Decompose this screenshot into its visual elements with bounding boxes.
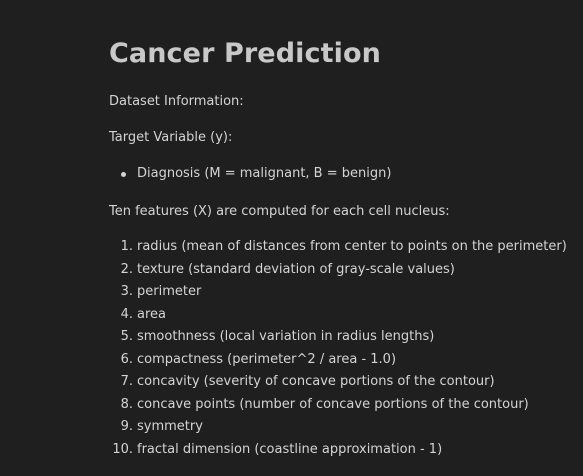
dataset-info-heading: Dataset Information: — [109, 94, 244, 109]
list-item: 5. smoothness (local variation in radius… — [109, 329, 567, 352]
feature-text: fractal dimension (coastline approximati… — [137, 441, 443, 457]
feature-text: compactness (perimeter^2 / area - 1.0) — [137, 351, 397, 367]
list-number: 6. — [120, 351, 133, 367]
target-variable-heading: Target Variable (y): — [109, 130, 233, 145]
feature-text: perimeter — [137, 284, 202, 299]
list-number: 10. — [112, 441, 133, 457]
list-item: 8. concave points (number of concave por… — [109, 397, 567, 420]
feature-text: symmetry — [137, 419, 203, 434]
list-item: 3. perimeter — [109, 284, 567, 307]
list-number: 9. — [120, 419, 133, 434]
bullet-icon — [121, 172, 126, 177]
list-item: 10. fractal dimension (coastline approxi… — [109, 442, 567, 465]
list-number: 2. — [120, 261, 133, 277]
features-list: 1. radius (mean of distances from center… — [109, 239, 567, 464]
list-number: 3. — [120, 284, 133, 299]
list-number: 4. — [120, 306, 133, 322]
list-number: 7. — [120, 374, 133, 389]
list-number: 1. — [120, 239, 133, 254]
list-item: 9. symmetry — [109, 419, 567, 442]
feature-text: radius (mean of distances from center to… — [137, 239, 567, 254]
target-list: Diagnosis (M = malignant, B = benign) — [109, 166, 391, 182]
content-panel: Cancer Prediction Dataset Information: T… — [109, 38, 569, 457]
feature-text: area — [137, 306, 166, 322]
page-title: Cancer Prediction — [109, 38, 381, 69]
feature-text: smoothness (local variation in radius le… — [137, 329, 435, 344]
list-item: Diagnosis (M = malignant, B = benign) — [109, 166, 391, 182]
list-item: 4. area — [109, 307, 567, 330]
list-number: 5. — [120, 329, 133, 344]
feature-text: concave points (number of concave portio… — [137, 396, 529, 412]
target-item-text: Diagnosis (M = malignant, B = benign) — [137, 166, 392, 181]
list-number: 8. — [120, 396, 133, 412]
feature-text: concavity (severity of concave portions … — [137, 374, 495, 389]
list-item: 1. radius (mean of distances from center… — [109, 239, 567, 262]
list-item: 6. compactness (perimeter^2 / area - 1.0… — [109, 352, 567, 375]
feature-text: texture (standard deviation of gray-scal… — [137, 261, 455, 277]
list-item: 2. texture (standard deviation of gray-s… — [109, 262, 567, 285]
list-item: 7. concavity (severity of concave portio… — [109, 374, 567, 397]
features-intro: Ten features (X) are computed for each c… — [109, 204, 450, 219]
